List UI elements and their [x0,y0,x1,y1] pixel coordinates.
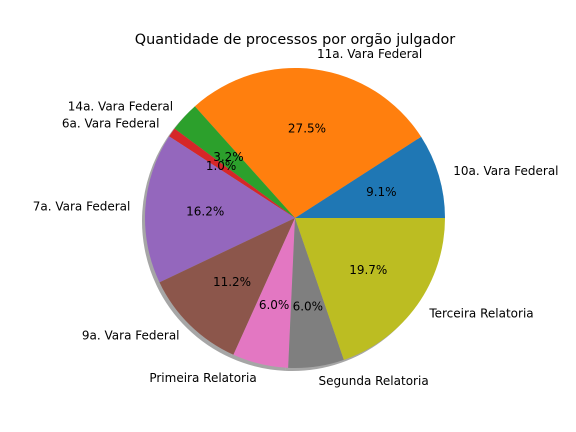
slice-label-10a-vara-federal: 10a. Vara Federal [453,164,558,178]
slice-label-9a-vara-federal: 9a. Vara Federal [82,328,180,342]
slice-label-primeira-relatoria: Primeira Relatoria [149,371,256,385]
pie-slice-14a-vara-federal [174,106,295,218]
pct-label-primeira-relatoria: 6.0% [259,298,290,312]
pct-label-segunda-relatoria: 6.0% [293,300,324,314]
slice-label-14a-vara-federal: 14a. Vara Federal [68,99,173,113]
pie-slice-segunda-relatoria [288,218,344,368]
pct-label-10a-vara-federal: 9.1% [366,185,397,199]
pie-slice-9a-vara-federal [159,218,295,355]
slice-label-6a-vara-federal: 6a. Vara Federal [62,116,160,130]
pie-slice-10a-vara-federal [295,136,445,218]
pie-labels: 10a. Vara Federal 9.1% 11a. Vara Federal 27… [33,47,559,388]
pct-label-7a-vara-federal: 16.2% [186,205,224,219]
slice-label-segunda-relatoria: Segunda Relatoria [319,374,429,388]
pie-slices [144,67,445,368]
pie-slice-terceira-relatoria [295,218,445,360]
chart-title: Quantidade de processos por orgão julgad… [135,32,456,48]
slice-label-11a-vara-federal: 11a. Vara Federal [317,47,422,61]
slice-label-7a-vara-federal: 7a. Vara Federal [33,200,131,214]
pct-label-terceira-relatoria: 19.7% [349,263,387,277]
pie-slice-7a-vara-federal [144,136,295,283]
pct-label-6a-vara-federal: 1.0% [206,159,237,173]
pie-slice-11a-vara-federal [194,67,422,218]
pie-slice-6a-vara-federal [169,128,295,218]
pct-label-14a-vara-federal: 3.2% [213,150,244,164]
pie-slice-primeira-relatoria [233,218,295,368]
pct-label-11a-vara-federal: 27.5% [288,121,326,135]
slice-label-terceira-relatoria: Terceira Relatoria [428,306,533,320]
pct-label-9a-vara-federal: 11.2% [213,275,251,289]
